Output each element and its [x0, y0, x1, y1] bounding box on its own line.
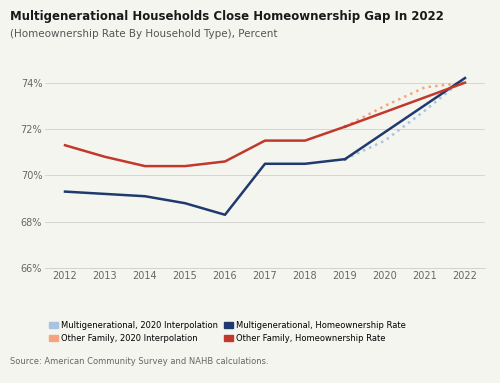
Text: Multigenerational Households Close Homeownership Gap In 2022: Multigenerational Households Close Homeo… [10, 10, 444, 23]
Text: (Homeownership Rate By Household Type), Percent: (Homeownership Rate By Household Type), … [10, 29, 278, 39]
Legend: Multigenerational, 2020 Interpolation, Other Family, 2020 Interpolation, Multige: Multigenerational, 2020 Interpolation, O… [49, 321, 406, 343]
Text: Source: American Community Survey and NAHB calculations.: Source: American Community Survey and NA… [10, 357, 268, 366]
